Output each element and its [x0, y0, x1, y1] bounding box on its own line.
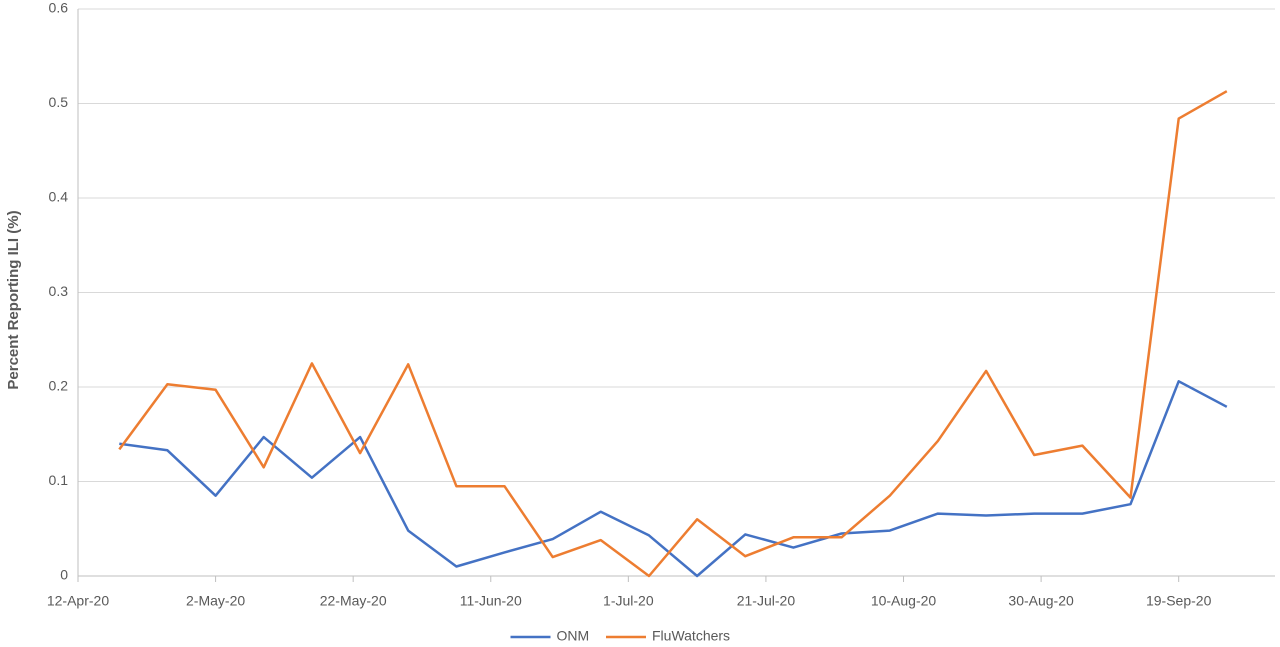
x-tick-label: 21-Jul-20 [737, 593, 796, 609]
y-axis-label: Percent Reporting ILI (%) [5, 210, 22, 389]
x-tick-label: 2-May-20 [186, 593, 245, 609]
y-tick-label: 0.1 [49, 472, 69, 488]
y-tick-label: 0.4 [49, 189, 69, 205]
x-tick-label: 22-May-20 [320, 593, 387, 609]
line-series [118, 90, 1228, 578]
x-tick-label: 11-Jun-20 [460, 593, 522, 609]
y-tick-label: 0.3 [49, 283, 69, 299]
y-tick-label: 0.6 [49, 0, 69, 16]
y-tick-label: 0.2 [49, 378, 69, 394]
x-tick-label: 10-Aug-20 [871, 593, 937, 609]
x-tick-label: 12-Apr-20 [47, 593, 109, 609]
line-series [119, 380, 1228, 578]
legend-label: ONM [557, 628, 590, 644]
x-tick-label: 19-Sep-20 [1146, 593, 1212, 609]
x-tick-label: 30-Aug-20 [1008, 593, 1074, 609]
y-tick-label: 0 [60, 567, 68, 583]
x-tick-label: 1-Jul-20 [603, 593, 654, 609]
y-tick-label: 0.5 [49, 94, 69, 110]
legend-label: FluWatchers [652, 628, 730, 644]
